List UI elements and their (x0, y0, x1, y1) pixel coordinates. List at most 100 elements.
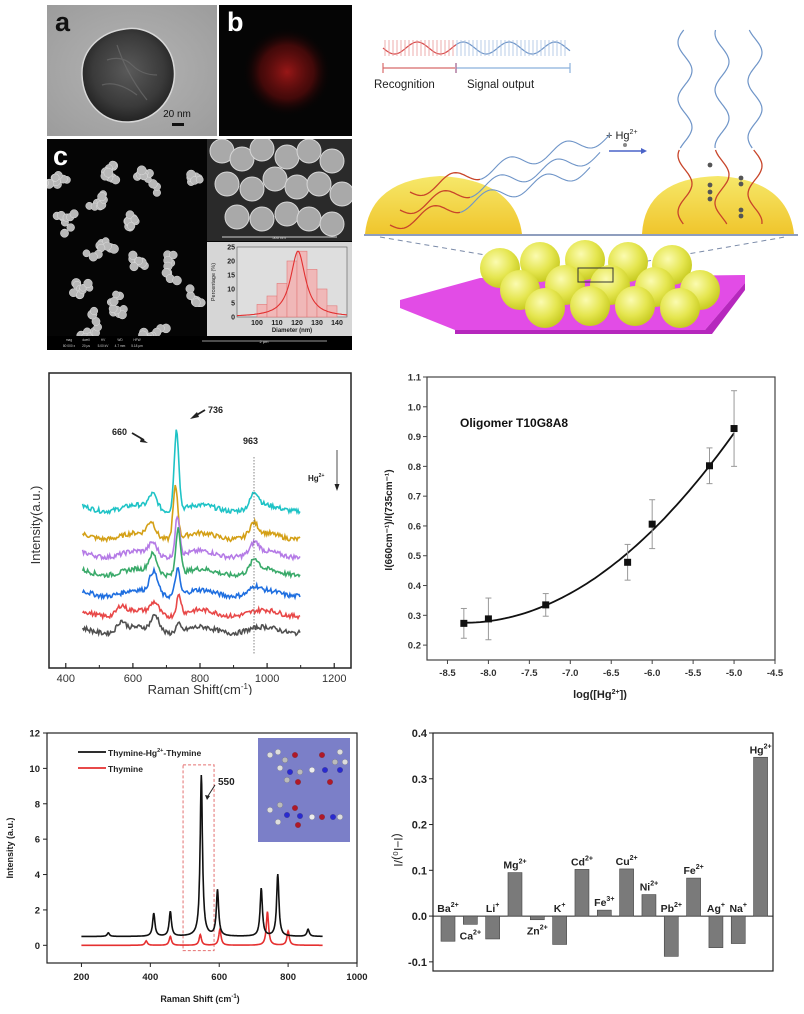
y-tick-label: 4 (35, 870, 41, 881)
sem-info-strip (47, 336, 352, 350)
signal-output-label: Signal output (467, 79, 535, 91)
bar-label: Ca2+ (460, 929, 481, 942)
bar-ni (641, 894, 657, 917)
hist-x-tick: 130 (311, 320, 323, 327)
x-tick-label: -6.0 (644, 668, 660, 679)
thymine-series (81, 911, 323, 947)
gold-nanoparticle (615, 286, 655, 326)
sem-particle (69, 209, 79, 219)
atom (322, 767, 328, 773)
sem-inset-particle (284, 174, 310, 200)
signal-strand (714, 29, 730, 149)
highlight-box (182, 764, 215, 952)
bar-na (730, 915, 746, 944)
hist-x-tick: 110 (271, 320, 282, 327)
y-tick-label: 0.3 (408, 611, 421, 622)
atom (337, 749, 343, 755)
bar-fe (596, 909, 612, 917)
hg-ion (707, 189, 713, 195)
x-tick-label: 200 (74, 972, 90, 983)
hg-ion (738, 175, 744, 181)
sem-info-header: mag (66, 338, 72, 342)
signal-strand (747, 29, 763, 149)
atom (267, 807, 273, 813)
tem-scale-label: 20 nm (163, 109, 191, 120)
recognition-strand (714, 149, 730, 225)
x-tick-label: -6.5 (603, 668, 620, 679)
molecular-structure-inset (258, 738, 350, 842)
bar-cu (619, 868, 634, 917)
bar-label: Ag+ (707, 902, 725, 915)
plot-frame (426, 376, 776, 661)
hg-ion (738, 181, 744, 187)
x-axis-label: Raman Shift(cm-1) (148, 682, 253, 695)
thymine-raman-chart: 200 400 600 800 1000 0 2 4 6 8 10 12 550 Thymine-Hg… (5, 729, 368, 1005)
thymine-raman-panel: 200 400 600 800 1000 0 2 4 6 8 10 12 550 Thymine-Hg… (0, 700, 400, 1009)
sem-inset-particle (224, 204, 250, 230)
y-tick-label: 2 (35, 905, 40, 916)
x-axis-label: log([Hg2+]) (573, 689, 627, 700)
x-tick-label: 1000 (346, 972, 367, 983)
annotation-963: 963 (243, 436, 258, 446)
hg-ion (738, 207, 744, 213)
raman-spectra-panel: 400 600 800 1000 1200 660 736 963 Hg2+ Inten… (0, 360, 380, 697)
sem-particle (60, 228, 69, 238)
sem-inset-particle (274, 201, 300, 227)
hist-bar (266, 295, 278, 318)
sem-particle (130, 215, 139, 224)
fluorescence-spot (242, 27, 332, 117)
hist-x-tick: 140 (331, 320, 343, 327)
y-tick-label: 0.4 (412, 728, 428, 740)
schematic-panel: Recognition Signal output + Hg2+ (360, 0, 804, 345)
raman-spectra-chart: 400 600 800 1000 1200 660 736 963 Hg2+ Inten… (28, 372, 352, 697)
legend-thymine: Thymine (108, 764, 143, 774)
sem-inset-particle (249, 206, 275, 232)
atom (282, 757, 288, 763)
sem-particle (83, 278, 93, 288)
sem-info-value: 5.00 kV (98, 344, 110, 348)
y-tick-label: 0.5 (408, 551, 422, 562)
selectivity-panel: -0.1 0.0 0.1 0.2 0.3 0.4 Ba2+ Ca2+ Li+ Mg2+ Zn2+ K… (380, 700, 804, 1009)
atom (337, 767, 343, 773)
y-tick-label: 1.0 (408, 402, 421, 413)
sem-particle (169, 250, 178, 260)
x-tick-label: 1000 (255, 673, 279, 685)
sem-inset-particles (209, 139, 352, 237)
sem-particle (47, 179, 49, 187)
x-tick-label: 400 (142, 972, 158, 983)
sem-info-header: HFW (133, 338, 140, 342)
bar-label: Hg2+ (750, 743, 772, 756)
sem-particle (82, 249, 91, 258)
hist-bar (306, 269, 318, 318)
y-axis-label: Intensity(a.u.) (28, 486, 43, 565)
y-tick-label: 0.7 (408, 492, 421, 503)
sem-particle (97, 192, 107, 202)
raman-series-spectrum-6 (81, 593, 301, 621)
y-tick-label: 0.3 (412, 774, 427, 786)
fit-curve (463, 432, 735, 624)
data-point (484, 615, 492, 623)
sem-particle (128, 250, 138, 260)
sem-inset-particle (249, 139, 275, 162)
sem-particle (129, 262, 139, 272)
sem-inset-particle (262, 166, 288, 192)
sem-info-header: HV (101, 338, 106, 342)
bar-cd (574, 869, 590, 917)
sem-info: mag 80 000 x dwell 20 μs HV 5.00 kV WD 4.7 mm HF… (63, 338, 143, 348)
hist-x-tick: 100 (251, 320, 263, 327)
atom (292, 805, 298, 811)
tem-scale-bar (172, 123, 184, 126)
bar-label: Na+ (729, 902, 747, 915)
sem-particle (89, 306, 99, 315)
atom (309, 814, 315, 820)
raman-series-spectrum-7 (81, 613, 301, 638)
x-tick-label: 1200 (322, 673, 346, 685)
sem-info-value: 80 000 x (63, 344, 76, 348)
data-point (624, 558, 632, 566)
atom (330, 814, 336, 820)
sem-particle (148, 179, 158, 189)
y-axis-label: Intensity (a.u.) (5, 817, 15, 878)
x-tick-label: -7.0 (562, 668, 578, 679)
data-point (460, 619, 468, 627)
signal-strand (459, 167, 591, 213)
